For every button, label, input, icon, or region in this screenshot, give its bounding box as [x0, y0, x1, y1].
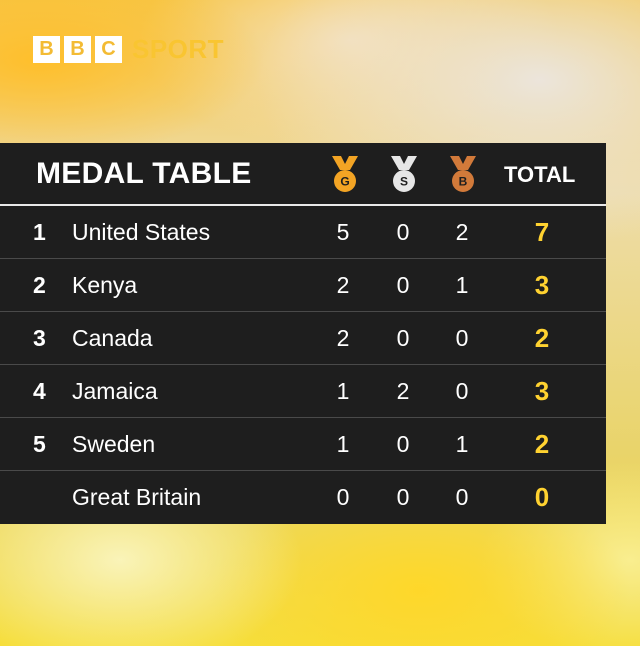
gold-count-cell: 1: [336, 431, 350, 457]
table-row: 2 Kenya 2 0 1 3: [0, 259, 606, 312]
page-title: MEDAL TABLE: [36, 157, 252, 190]
silver-medal-letter: S: [400, 175, 408, 189]
bronze-count-cell: 2: [455, 219, 469, 245]
rank-cell: 2: [33, 272, 46, 298]
bronze-count-cell: 0: [455, 325, 469, 351]
gold-medal-letter: G: [340, 175, 349, 189]
gold-medal-icon: G: [332, 156, 358, 192]
medal-table-header: MEDAL TABLE G S B TOTAL: [0, 143, 606, 206]
table-row: 4 Jamaica 1 2 0 3: [0, 365, 606, 418]
country-cell: Jamaica: [72, 378, 158, 404]
country-cell: Sweden: [72, 431, 156, 457]
country-cell: United States: [72, 219, 211, 245]
silver-count-cell: 0: [396, 325, 410, 351]
bbc-sport-logo: B B C SPORT: [33, 36, 224, 63]
rank-cell: 3: [33, 325, 46, 351]
rank-cell: 4: [33, 378, 46, 404]
total-count-cell: 3: [534, 376, 550, 406]
total-count-cell: 2: [534, 429, 550, 459]
silver-count-cell: 0: [396, 431, 410, 457]
table-row: 5 Sweden 1 0 1 2: [0, 418, 606, 471]
gold-count-cell: 0: [336, 484, 350, 510]
bronze-count-cell: 1: [455, 431, 469, 457]
silver-count-cell: 2: [396, 378, 410, 404]
gold-count-cell: 2: [336, 325, 350, 351]
bronze-medal-letter: B: [459, 175, 468, 189]
gold-count-cell: 1: [336, 378, 350, 404]
total-column-header: TOTAL: [504, 162, 576, 187]
gold-count-cell: 2: [336, 272, 350, 298]
country-cell: Great Britain: [72, 484, 202, 510]
gold-count-cell: 5: [336, 219, 350, 245]
total-count-cell: 0: [534, 482, 550, 512]
logo-block-b2: B: [64, 36, 91, 63]
logo-sport-word: SPORT: [132, 34, 225, 64]
table-row: 3 Canada 2 0 0 2: [0, 312, 606, 365]
bronze-medal-icon: B: [450, 156, 476, 192]
bronze-count-cell: 0: [455, 378, 469, 404]
rank-cell: 5: [33, 431, 46, 457]
country-cell: Kenya: [72, 272, 138, 298]
table-row: 1 United States 5 0 2 7: [0, 206, 606, 259]
bronze-count-cell: 1: [455, 272, 469, 298]
silver-count-cell: 0: [396, 219, 410, 245]
total-count-cell: 2: [534, 323, 550, 353]
logo-block-b1: B: [33, 36, 60, 63]
country-cell: Canada: [72, 325, 153, 351]
rank-cell: 1: [33, 219, 46, 245]
silver-medal-icon: S: [391, 156, 417, 192]
silver-count-cell: 0: [396, 272, 410, 298]
logo-block-c: C: [95, 36, 122, 63]
medal-table: MEDAL TABLE G S B TOTAL 1 United States …: [0, 143, 606, 524]
total-count-cell: 7: [534, 217, 550, 247]
bronze-count-cell: 0: [455, 484, 469, 510]
silver-count-cell: 0: [396, 484, 410, 510]
table-row: Great Britain 0 0 0 0: [0, 471, 606, 523]
total-count-cell: 3: [534, 270, 550, 300]
